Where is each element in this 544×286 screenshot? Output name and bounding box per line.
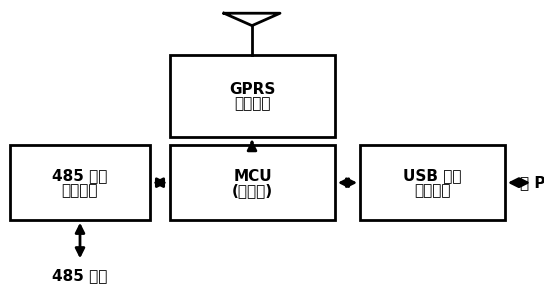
Text: 485 总线: 485 总线 xyxy=(52,268,108,283)
Text: 驱动电路: 驱动电路 xyxy=(414,183,451,198)
Bar xyxy=(170,146,335,220)
Text: 接 PC 机: 接 PC 机 xyxy=(520,175,544,190)
Text: MCU: MCU xyxy=(233,168,272,184)
Text: (单片机): (单片机) xyxy=(232,183,273,198)
Bar xyxy=(10,146,150,220)
Bar xyxy=(170,55,335,137)
Text: GPRS: GPRS xyxy=(230,82,276,97)
Text: 驱动电路: 驱动电路 xyxy=(62,183,98,198)
Bar xyxy=(360,146,505,220)
Text: 485 总线: 485 总线 xyxy=(52,168,108,184)
Text: USB 接口: USB 接口 xyxy=(403,168,462,184)
Text: 通讯电路: 通讯电路 xyxy=(234,97,271,112)
